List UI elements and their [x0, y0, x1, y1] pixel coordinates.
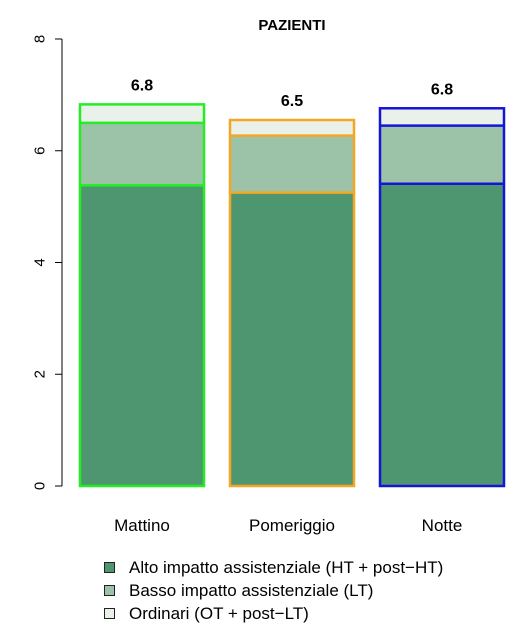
bar-segment-pomeriggio-1	[230, 136, 354, 193]
y-tick-label: 2	[32, 370, 49, 378]
total-label-pomeriggio: 6.5	[281, 93, 303, 110]
y-axis: 0 2 4 6 8	[32, 35, 63, 490]
legend-swatch-ordinary	[104, 608, 115, 619]
bar-chart: PAZIENTI 0 2 4 6 8 6.8 6.5 6.8 Mattino Pomerigg…	[0, 0, 531, 550]
y-tick-label: 6	[32, 147, 49, 155]
y-tick-label: 8	[32, 35, 49, 43]
y-tick-label: 4	[32, 258, 49, 266]
bar-segment-pomeriggio-2	[230, 120, 354, 136]
legend-label-ordinary: Ordinari (OT + post−LT)	[129, 604, 309, 624]
legend-item-low-impact: Basso impatto assistenziale (LT)	[104, 579, 443, 602]
legend-swatch-high-impact	[104, 562, 115, 573]
bar-segment-notte-2	[380, 108, 504, 125]
legend-item-high-impact: Alto impatto assistenziale (HT + post−HT…	[104, 556, 443, 579]
legend-item-ordinary: Ordinari (OT + post−LT)	[104, 602, 443, 625]
bar-segment-mattino-2	[80, 104, 204, 122]
category-labels: Mattino Pomeriggio Notte	[114, 516, 462, 535]
bar-segment-mattino-0	[80, 185, 204, 486]
legend-swatch-low-impact	[104, 585, 115, 596]
category-label-mattino: Mattino	[114, 516, 170, 535]
y-tick-label: 0	[32, 482, 49, 490]
bar-segment-notte-0	[380, 184, 504, 486]
bar-segment-notte-1	[380, 126, 504, 184]
total-label-notte: 6.8	[431, 81, 453, 98]
chart-title: PAZIENTI	[258, 17, 325, 34]
legend-label-low-impact: Basso impatto assistenziale (LT)	[129, 581, 373, 601]
bars	[80, 104, 504, 486]
category-label-pomeriggio: Pomeriggio	[249, 516, 335, 535]
category-label-notte: Notte	[422, 516, 463, 535]
total-label-mattino: 6.8	[131, 77, 153, 94]
bar-segment-pomeriggio-0	[230, 193, 354, 486]
legend-label-high-impact: Alto impatto assistenziale (HT + post−HT…	[129, 558, 443, 578]
legend: Alto impatto assistenziale (HT + post−HT…	[104, 556, 443, 625]
bar-segment-mattino-1	[80, 123, 204, 186]
